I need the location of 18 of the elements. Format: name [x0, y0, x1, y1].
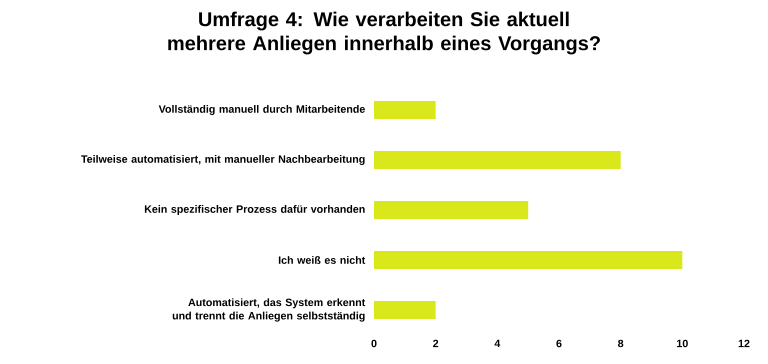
x-tick-label: 2 [433, 340, 438, 348]
bar [374, 300, 436, 319]
bar [374, 150, 621, 169]
y-tick-label: Ich weiß es nicht [278, 256, 366, 264]
y-tick-label: Kein spezifischer Prozess dafür vorhanden [144, 205, 365, 215]
bar [374, 200, 528, 219]
bar [374, 250, 682, 269]
x-tick-label: 8 [618, 340, 624, 348]
chart-title: Umfrage 4: Wie verarbeiten Sie aktuell mehrere Anliegen innerhalb eines Vorgangs? [168, 12, 600, 54]
y-tick-label: Automatisiert, das System erkennt und trennt die Anliegen selbstständig [172, 298, 366, 322]
x-tick-label: 4 [494, 340, 500, 348]
x-tick-label: 6 [556, 340, 562, 348]
x-tick-label: 12 [738, 340, 750, 348]
x-tick-label: 10 [677, 340, 688, 348]
y-tick-label: Teilweise automatisiert, mit manueller Nachbearbeitung [81, 154, 365, 165]
x-tick-label: 0 [371, 340, 377, 348]
bar [374, 100, 436, 119]
y-tick-label: Vollständig manuell durch Mitarbeitende [158, 104, 365, 115]
